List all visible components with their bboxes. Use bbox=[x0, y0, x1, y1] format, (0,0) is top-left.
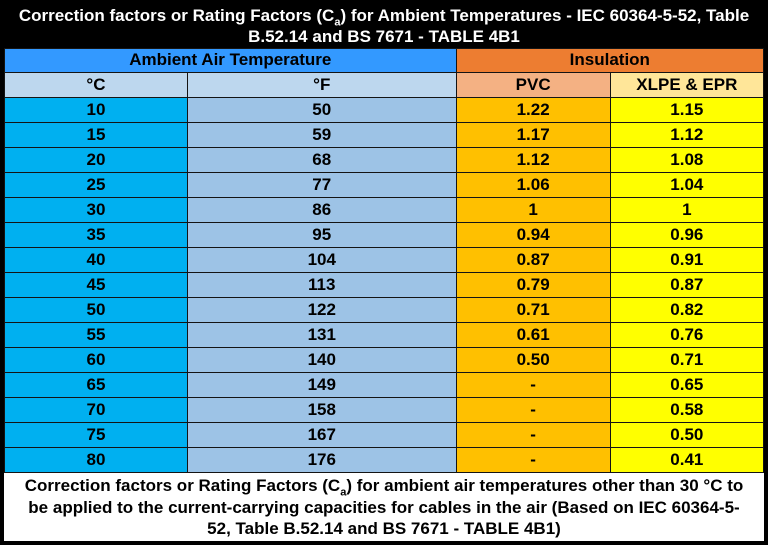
xlpe-epr-column-header: XLPE & EPR bbox=[609, 71, 765, 98]
pvc-factor-cell: 1.17 bbox=[455, 121, 611, 148]
temp-c-cell: 80 bbox=[4, 446, 188, 474]
temp-f-cell: 59 bbox=[186, 121, 457, 148]
pvc-factor-cell: - bbox=[455, 396, 611, 423]
celsius-column-header: °C bbox=[4, 71, 188, 98]
temp-f-cell: 77 bbox=[186, 171, 457, 198]
table-row: 65 149-0.65 bbox=[4, 371, 765, 398]
table-body: 10 50 1.22 1.15 15 59 1.17 1.12 20 68 1.12 1.08 25 77… bbox=[4, 96, 765, 474]
temp-c-cell: 40 bbox=[4, 246, 188, 273]
table-row: 10 50 1.22 1.15 bbox=[4, 96, 765, 123]
temp-f-cell: 113 bbox=[186, 271, 457, 298]
temp-f-cell: 176 bbox=[186, 446, 457, 474]
xlpe-epr-factor-cell: 0.91 bbox=[609, 246, 765, 273]
caption-subscript: a bbox=[340, 486, 347, 499]
temp-f-cell: 140 bbox=[186, 346, 457, 373]
xlpe-epr-factor-cell: 1 bbox=[609, 196, 765, 223]
pvc-factor-cell: 0.94 bbox=[455, 221, 611, 248]
temp-c-cell: 55 bbox=[4, 321, 188, 348]
pvc-factor-cell: 1.22 bbox=[455, 96, 611, 123]
temp-f-cell: 68 bbox=[186, 146, 457, 173]
temp-c-cell: 15 bbox=[4, 121, 188, 148]
caption-pre: Correction factors or Rating Factors (C bbox=[24, 476, 341, 496]
pvc-factor-cell: 1.06 bbox=[455, 171, 611, 198]
xlpe-epr-factor-cell: 0.82 bbox=[609, 296, 765, 323]
temp-c-cell: 10 bbox=[4, 96, 188, 123]
temp-c-cell: 75 bbox=[4, 421, 188, 449]
caption-post: ) for ambient air temperatures other tha… bbox=[28, 476, 744, 538]
pvc-factor-cell: 0.87 bbox=[455, 246, 611, 273]
temp-f-cell: 131 bbox=[186, 321, 457, 348]
xlpe-epr-factor-cell: 1.15 bbox=[609, 96, 765, 123]
temp-c-cell: 45 bbox=[4, 271, 188, 298]
pvc-factor-cell: 1.12 bbox=[455, 146, 611, 173]
pvc-factor-cell: - bbox=[455, 371, 611, 398]
title-pre: Correction factors or Rating Factors (C bbox=[18, 5, 335, 25]
temp-c-cell: 50 bbox=[4, 296, 188, 323]
table-row: 15 59 1.17 1.12 bbox=[4, 121, 765, 148]
fahrenheit-column-header: °F bbox=[186, 71, 457, 98]
table-row: 50 122 0.71 0.82 bbox=[4, 296, 765, 323]
pvc-column-header: PVC bbox=[455, 71, 611, 98]
table-title-text: Correction factors or Rating Factors (Ca… bbox=[14, 5, 754, 48]
title-post: ) for Ambient Temperatures - IEC 60364-5… bbox=[248, 5, 750, 46]
table-caption: Correction factors or Rating Factors (Ca… bbox=[4, 473, 764, 541]
insulation-group-header: Insulation bbox=[455, 47, 765, 73]
pvc-factor-cell: - bbox=[455, 446, 611, 474]
temp-c-cell: 30 bbox=[4, 196, 188, 223]
temp-f-cell: 158 bbox=[186, 396, 457, 423]
pvc-factor-cell: 0.71 bbox=[455, 296, 611, 323]
temp-c-cell: 70 bbox=[4, 396, 188, 423]
temp-f-cell: 167 bbox=[186, 421, 457, 449]
table-row: 80 176-0.41 bbox=[4, 446, 765, 474]
pvc-factor-cell: - bbox=[455, 421, 611, 449]
table-row: 55 131 0.61 0.76 bbox=[4, 321, 765, 348]
xlpe-epr-factor-cell: 0.58 bbox=[609, 396, 765, 423]
table-row: 20 68 1.12 1.08 bbox=[4, 146, 765, 173]
table-row: 60 140 0.50 0.71 bbox=[4, 346, 765, 373]
xlpe-epr-factor-cell: 0.50 bbox=[609, 421, 765, 449]
temp-f-cell: 50 bbox=[186, 96, 457, 123]
temp-f-cell: 104 bbox=[186, 246, 457, 273]
table-row: 30 86 1 1 bbox=[4, 196, 765, 223]
column-header-row: °C °F PVC XLPE & EPR bbox=[4, 71, 765, 98]
ambient-air-temperature-group-header: Ambient Air Temperature bbox=[4, 47, 457, 73]
table-row: 40 104 0.87 0.91 bbox=[4, 246, 765, 273]
xlpe-epr-factor-cell: 1.08 bbox=[609, 146, 765, 173]
xlpe-epr-factor-cell: 0.71 bbox=[609, 346, 765, 373]
xlpe-epr-factor-cell: 0.87 bbox=[609, 271, 765, 298]
temp-f-cell: 95 bbox=[186, 221, 457, 248]
pvc-factor-cell: 0.50 bbox=[455, 346, 611, 373]
xlpe-epr-factor-cell: 0.76 bbox=[609, 321, 765, 348]
table-caption-text: Correction factors or Rating Factors (Ca… bbox=[20, 475, 748, 539]
table-row: 25 77 1.06 1.04 bbox=[4, 171, 765, 198]
table-row: 70 158-0.58 bbox=[4, 396, 765, 423]
table-row: 45 113 0.79 0.87 bbox=[4, 271, 765, 298]
xlpe-epr-factor-cell: 0.41 bbox=[609, 446, 765, 474]
temp-f-cell: 86 bbox=[186, 196, 457, 223]
temp-c-cell: 20 bbox=[4, 146, 188, 173]
temp-c-cell: 35 bbox=[4, 221, 188, 248]
correction-factors-table: Ambient Air Temperature Insulation °C °F… bbox=[4, 47, 765, 474]
xlpe-epr-factor-cell: 0.96 bbox=[609, 221, 765, 248]
temp-f-cell: 122 bbox=[186, 296, 457, 323]
title-subscript: a bbox=[334, 15, 341, 28]
pvc-factor-cell: 0.79 bbox=[455, 271, 611, 298]
pvc-factor-cell: 1 bbox=[455, 196, 611, 223]
xlpe-epr-factor-cell: 1.12 bbox=[609, 121, 765, 148]
table-row: 75 167-0.50 bbox=[4, 421, 765, 449]
table-row: 35 95 0.94 0.96 bbox=[4, 221, 765, 248]
temp-c-cell: 25 bbox=[4, 171, 188, 198]
temp-c-cell: 60 bbox=[4, 346, 188, 373]
pvc-factor-cell: 0.61 bbox=[455, 321, 611, 348]
temp-c-cell: 65 bbox=[4, 371, 188, 398]
xlpe-epr-factor-cell: 0.65 bbox=[609, 371, 765, 398]
xlpe-epr-factor-cell: 1.04 bbox=[609, 171, 765, 198]
column-group-header-row: Ambient Air Temperature Insulation bbox=[4, 47, 765, 73]
temp-f-cell: 149 bbox=[186, 371, 457, 398]
table-title: Correction factors or Rating Factors (Ca… bbox=[4, 4, 764, 48]
